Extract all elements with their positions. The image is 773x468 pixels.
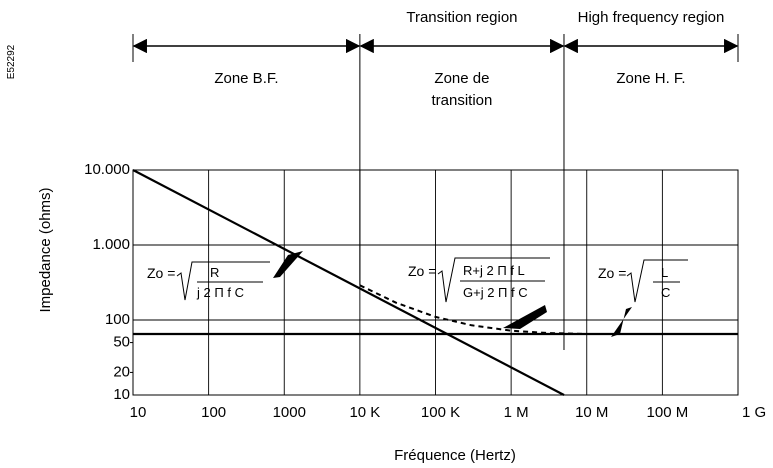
formula-tr-radical — [437, 257, 550, 303]
x-axis-label: Fréquence (Hertz) — [394, 447, 516, 464]
formula-hf-prefix: Zo = — [598, 265, 626, 281]
formula-tr-prefix: Zo = — [408, 263, 436, 279]
y-tick-label: 10.000 — [84, 161, 130, 178]
region-header: Transition region — [406, 9, 517, 26]
x-tick-label: 10 M — [575, 404, 608, 421]
formula-hf-numerator: L — [661, 265, 668, 280]
formula-bf-prefix: Zo = — [147, 265, 175, 281]
y-tick-label: 10 — [113, 386, 130, 403]
formula-bf-radical — [176, 261, 270, 301]
region-label: Zone B.F. — [214, 70, 278, 87]
side-code-label: E52292 — [6, 44, 17, 79]
x-tick-label: 100 K — [421, 404, 460, 421]
frequency-regions: Zone B.F. Zone de transition Transition reg… — [132, 9, 739, 350]
formula-hf-radical — [626, 259, 688, 303]
tick-labels: 10 100 1000 10 K 100 K 1 M 10 M 100 M 1 G 10 20 50 1… — [84, 161, 766, 421]
formula-tr-numerator: R+j 2 Π f L — [463, 263, 525, 278]
pointer-arrow-hf — [611, 307, 632, 337]
grid-lines — [130, 169, 739, 396]
region-label: transition — [431, 92, 492, 109]
formula-bf-denominator: j 2 Π f C — [196, 285, 244, 300]
series-line-solid — [132, 169, 565, 396]
x-tick-label: 10 K — [349, 404, 380, 421]
formula-tr: Zo = R+j 2 Π f L G+j 2 Π f C — [408, 257, 550, 303]
y-tick-label: 50 — [113, 334, 130, 351]
region-header: High frequency region — [578, 9, 725, 26]
series-lines — [132, 169, 738, 396]
formula-tr-denominator: G+j 2 Π f C — [463, 285, 528, 300]
y-axis-label: Impedance (ohms) — [37, 187, 54, 312]
pointer-arrow-tr — [503, 305, 547, 329]
x-tick-label: 1 G — [742, 404, 766, 421]
region-label: Zone H. F. — [616, 70, 685, 87]
x-tick-label: 100 — [201, 404, 226, 421]
pointer-arrow-bf — [273, 251, 303, 278]
y-tick-label: 20 — [113, 363, 130, 380]
side-code-text: E52292 — [6, 44, 17, 79]
x-tick-label: 1000 — [273, 404, 306, 421]
region-label: Zone de — [434, 70, 489, 87]
x-tick-label: 100 M — [647, 404, 689, 421]
formula-bf: Zo = R j 2 Π f C — [147, 261, 270, 301]
x-tick-label: 10 — [130, 404, 147, 421]
formula-hf: Zo = L C — [598, 259, 688, 303]
series-line-dashed — [359, 284, 610, 335]
y-tick-label: 1.000 — [92, 236, 130, 253]
y-tick-label: 100 — [105, 311, 130, 328]
formula-hf-denominator: C — [661, 285, 670, 300]
formula-bf-numerator: R — [210, 265, 219, 280]
x-tick-label: 1 M — [504, 404, 529, 421]
